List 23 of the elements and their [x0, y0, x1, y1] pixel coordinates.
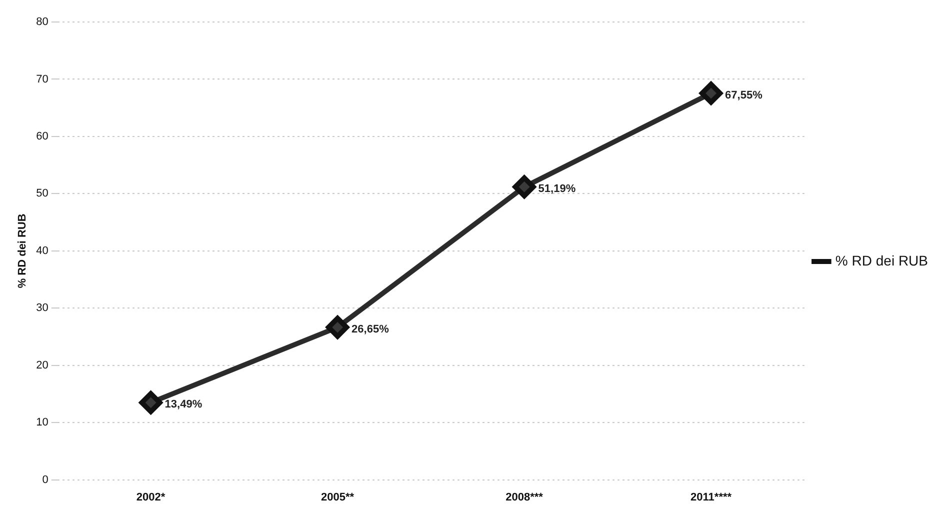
- x-tick-label: 2008***: [506, 491, 544, 504]
- x-tick-label: 2011****: [690, 491, 732, 504]
- x-tick-label: 2005**: [321, 491, 355, 504]
- point: [700, 82, 723, 105]
- y-axis-title: % RD dei RUB: [16, 214, 29, 288]
- point: [139, 391, 162, 414]
- legend-label: % RD dei RUB: [835, 252, 928, 268]
- data-label: 67,55%: [725, 89, 763, 102]
- data-label: 51,19%: [538, 182, 576, 195]
- y-tick-label: 10: [36, 416, 48, 429]
- point: [512, 175, 536, 198]
- x-tick-label: 2002*: [136, 491, 166, 504]
- y-tick-label: 30: [36, 302, 48, 314]
- y-tick-label: 20: [36, 359, 48, 372]
- point: [326, 316, 350, 339]
- y-tick-label: 40: [36, 244, 48, 257]
- y-tick-label: 0: [42, 474, 48, 486]
- data-label: 13,49%: [164, 398, 202, 411]
- data-label: 26,65%: [352, 323, 390, 336]
- y-tick-label: 80: [36, 16, 48, 28]
- y-tick-label: 50: [36, 188, 48, 200]
- y-tick-label: 60: [36, 130, 48, 142]
- y-tick-label: 70: [36, 73, 48, 86]
